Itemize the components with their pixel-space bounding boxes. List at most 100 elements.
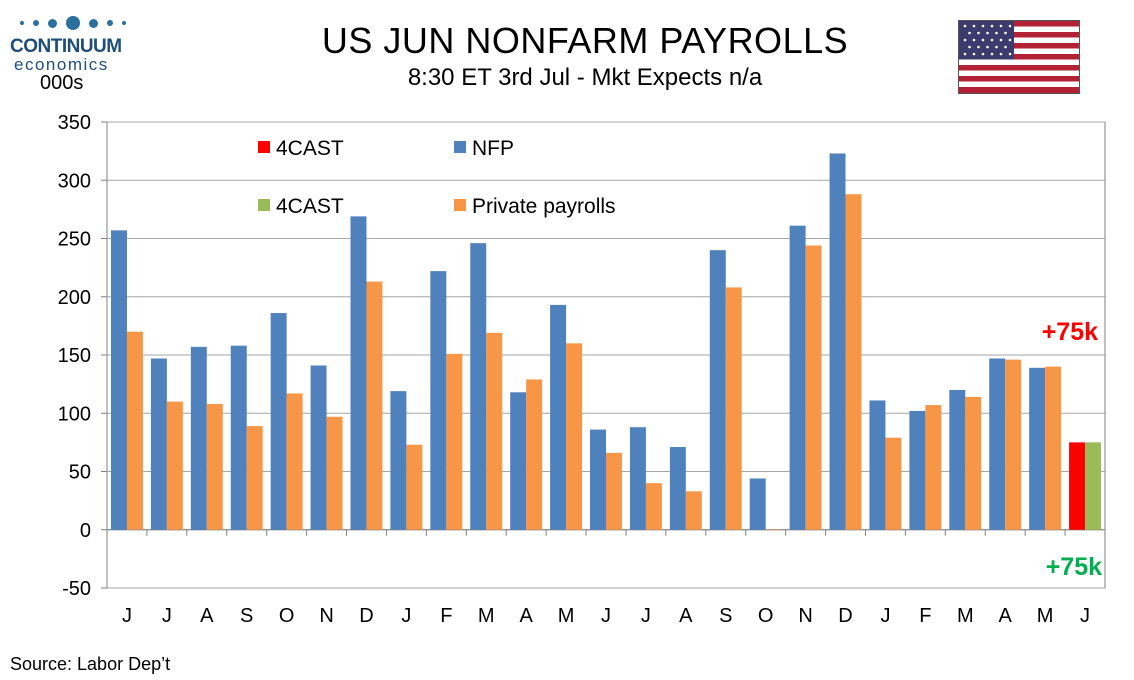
private-payrolls-bar: [166, 401, 183, 530]
legend-label: 4CAST: [276, 137, 344, 160]
nfp-bar: [669, 447, 686, 530]
private-payrolls-bar: [725, 287, 742, 530]
x-tick-label: J: [880, 605, 890, 627]
x-tick-label: J: [162, 605, 172, 627]
nfp-bar: [789, 225, 806, 530]
x-tick-label: J: [601, 605, 611, 627]
private-payrolls-bar: [566, 343, 583, 530]
logo-dots-icon: [20, 12, 140, 34]
y-tick-label: 350: [58, 112, 91, 134]
y-tick-label: 150: [58, 345, 91, 367]
private-payrolls-bar: [446, 353, 463, 530]
y-tick-label: 200: [58, 287, 91, 309]
x-tick-label: M: [558, 605, 575, 627]
x-tick-label: D: [359, 605, 373, 627]
private-payrolls-bar: [286, 393, 303, 530]
legend-label: 4CAST: [276, 195, 344, 218]
x-tick-label: D: [838, 605, 852, 627]
logo-sub: economics: [14, 55, 109, 74]
private-payrolls-bar: [246, 426, 263, 530]
x-tick-label: O: [279, 605, 295, 627]
forecast-nfp-bar: [1069, 442, 1086, 530]
chart-subtitle: 8:30 ET 3rd Jul - Mkt Expects n/a: [407, 64, 763, 91]
nfp-bar: [1029, 367, 1046, 530]
private-payrolls-bar: [326, 416, 343, 530]
legend-swatch: [454, 141, 466, 153]
nfp-bar: [310, 365, 327, 530]
private-payrolls-bar: [685, 491, 702, 530]
y-tick-label: 0: [80, 520, 91, 542]
nfp-bar: [989, 358, 1006, 530]
x-tick-label: J: [641, 605, 651, 627]
nfp-bar: [470, 243, 487, 530]
private-payrolls-bar: [206, 403, 223, 530]
nfp-bar: [709, 250, 726, 530]
continuum-logo: CONTINUUM economics: [10, 12, 140, 75]
forecast-annotation: +75k: [1046, 553, 1102, 581]
nfp-bar: [150, 358, 167, 530]
private-payrolls-bar: [1005, 359, 1022, 530]
us-flag-graphic: [959, 21, 1079, 93]
x-tick-label: A: [519, 605, 533, 627]
nfp-bar: [590, 429, 606, 530]
source-note: Source: Labor Dep’t: [10, 654, 171, 674]
x-tick-label: J: [122, 605, 132, 627]
nfp-bar: [749, 478, 766, 530]
chart-title: US JUN NONFARM PAYROLLS: [321, 20, 849, 61]
x-tick-label: A: [200, 605, 214, 627]
private-payrolls-bar: [805, 245, 822, 530]
private-payrolls-bar: [765, 529, 782, 531]
nfp-bar: [350, 216, 367, 530]
private-payrolls-bar: [366, 281, 383, 530]
legend-label: NFP: [472, 137, 514, 160]
nfp-bar: [550, 304, 567, 530]
y-tick-label: 250: [58, 229, 91, 251]
unit-label: 000s: [40, 72, 84, 94]
nfp-bar: [909, 410, 926, 530]
x-tick-label: J: [1080, 605, 1090, 627]
nfp-bar: [190, 346, 207, 530]
x-tick-label: A: [679, 605, 693, 627]
x-tick-label: J: [401, 605, 411, 627]
nfp-bar: [629, 427, 646, 530]
private-payrolls-bar: [645, 483, 662, 530]
logo-name: CONTINUUM: [10, 36, 122, 57]
nfp-bar: [869, 400, 886, 530]
private-payrolls-bar: [1045, 366, 1062, 530]
private-payrolls-bar: [885, 437, 902, 530]
x-tick-label: S: [719, 605, 732, 627]
x-tick-label: S: [240, 605, 253, 627]
private-payrolls-bar: [606, 452, 622, 530]
private-payrolls-bar: [406, 444, 423, 530]
forecast-private-bar: [1085, 442, 1102, 530]
x-tick-label: A: [999, 605, 1013, 627]
private-payrolls-bar: [126, 331, 143, 530]
nfp-bar: [430, 271, 447, 530]
private-payrolls-bar: [845, 194, 862, 530]
nfp-bar: [949, 389, 966, 530]
nfp-bar: [270, 313, 287, 530]
private-payrolls-bar: [486, 332, 503, 530]
x-tick-label: N: [319, 605, 333, 627]
us-flag-icon: [958, 20, 1080, 94]
nfp-bar: [230, 345, 247, 530]
nfp-bar: [829, 153, 846, 530]
y-tick-label: 300: [58, 170, 91, 192]
legend-swatch: [258, 141, 270, 153]
nfp-bar: [390, 391, 407, 530]
x-tick-label: M: [478, 605, 495, 627]
legend-label: Private payrolls: [472, 195, 616, 218]
x-tick-label: M: [1037, 605, 1054, 627]
y-tick-label: -50: [62, 578, 91, 600]
private-payrolls-bar: [925, 405, 942, 530]
legend-swatch: [258, 199, 270, 211]
y-tick-label: 50: [69, 462, 91, 484]
forecast-annotation: +75k: [1042, 318, 1098, 346]
legend-swatch: [454, 199, 466, 211]
x-tick-label: N: [798, 605, 812, 627]
x-tick-label: O: [758, 605, 774, 627]
x-tick-label: M: [957, 605, 974, 627]
x-tick-label: F: [919, 605, 931, 627]
nfp-bar: [510, 392, 527, 530]
